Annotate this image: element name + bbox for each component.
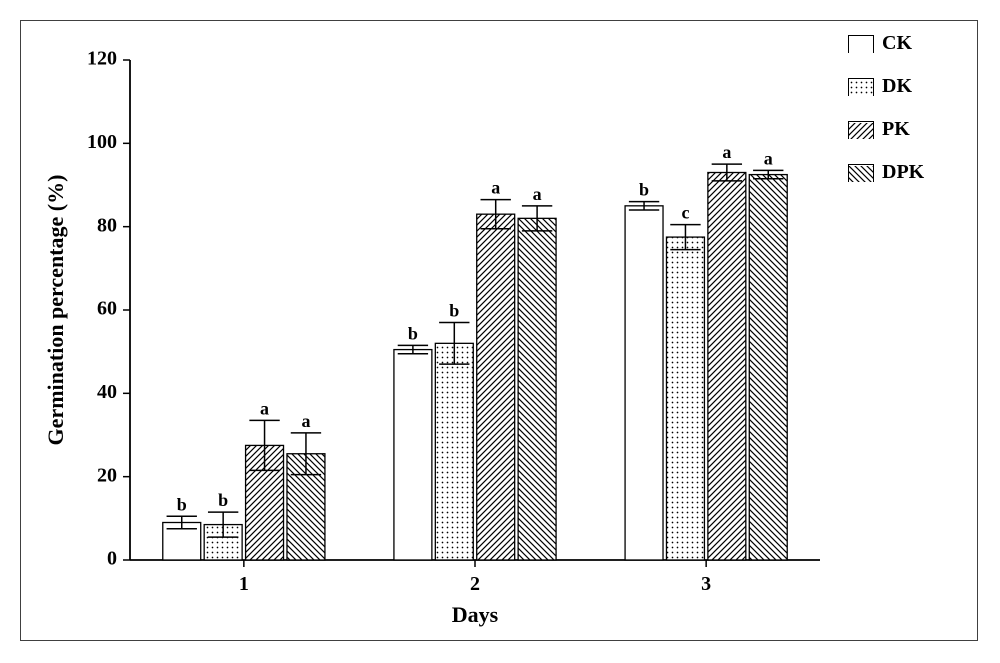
- legend-swatch-DPK: [848, 164, 874, 182]
- sig-letter-1-DK: b: [218, 490, 228, 510]
- bar-3-CK: [625, 206, 663, 560]
- sig-letter-2-CK: b: [408, 323, 418, 343]
- sig-letter-2-DK: b: [449, 301, 459, 321]
- sig-letter-3-PK: a: [722, 142, 731, 162]
- y-tick-label: 60: [97, 298, 117, 320]
- legend: CK DK PK DPK: [848, 32, 978, 204]
- bar-2-PK: [477, 214, 515, 560]
- sig-letter-3-CK: b: [639, 180, 649, 200]
- y-tick-label: 100: [87, 131, 117, 153]
- legend-swatch-DK: [848, 78, 874, 96]
- sig-letter-1-CK: b: [177, 494, 187, 514]
- bar-2-CK: [394, 350, 432, 560]
- y-tick-label: 20: [97, 464, 117, 486]
- x-tick-label: 3: [701, 573, 711, 595]
- bar-3-DPK: [749, 175, 787, 560]
- x-axis-label: Days: [452, 602, 499, 627]
- legend-label-DPK: DPK: [882, 161, 924, 184]
- y-tick-label: 40: [97, 381, 117, 403]
- legend-swatch-CK: [848, 35, 874, 53]
- y-tick-label: 80: [97, 214, 117, 236]
- legend-swatch-PK: [848, 121, 874, 139]
- sig-letter-1-DPK: a: [301, 411, 310, 431]
- x-tick-label: 1: [239, 573, 249, 595]
- bar-2-DPK: [518, 218, 556, 560]
- bar-2-DK: [435, 343, 473, 560]
- sig-letter-1-PK: a: [260, 398, 269, 418]
- sig-letter-2-DPK: a: [533, 184, 542, 204]
- legend-item-PK: PK: [848, 118, 978, 141]
- sig-letter-3-DPK: a: [764, 148, 773, 168]
- legend-label-CK: CK: [882, 32, 912, 55]
- sig-letter-2-PK: a: [491, 178, 500, 198]
- y-tick-label: 120: [87, 48, 117, 70]
- legend-item-CK: CK: [848, 32, 978, 55]
- y-axis-label: Germination percentage (%): [43, 175, 68, 446]
- sig-letter-3-DK: c: [681, 203, 689, 223]
- y-tick-label: 0: [107, 548, 117, 570]
- legend-label-PK: PK: [882, 118, 910, 141]
- x-tick-label: 2: [470, 573, 480, 595]
- bar-3-PK: [708, 173, 746, 561]
- bar-3-DK: [666, 237, 704, 560]
- legend-item-DK: DK: [848, 75, 978, 98]
- legend-item-DPK: DPK: [848, 161, 978, 184]
- legend-label-DK: DK: [882, 75, 912, 98]
